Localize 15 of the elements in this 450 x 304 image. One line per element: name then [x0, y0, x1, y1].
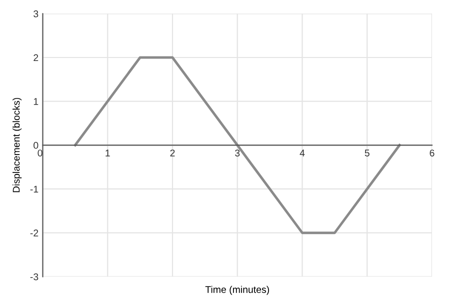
- y-tick-label: 1: [34, 98, 38, 105]
- y-tick-label: 2: [34, 54, 38, 62]
- x-axis-title: Time (minutes): [205, 286, 270, 295]
- y-tick-label: 0: [34, 142, 38, 149]
- y-tick-label: -1: [30, 186, 38, 193]
- y-tick-label: -2: [30, 230, 38, 236]
- x-tick-label: 1: [106, 150, 110, 156]
- y-axis-title: Displacement (blocks): [12, 98, 22, 192]
- x-tick-label: 3: [235, 150, 240, 156]
- x-tick-label: 5: [364, 150, 370, 156]
- x-tick-label: 2: [170, 150, 175, 156]
- x-tick-label: 6: [430, 150, 434, 156]
- x-tick-label: 4: [300, 150, 305, 156]
- y-tick-label: -3: [30, 273, 38, 280]
- y-tick-label: 3: [34, 10, 38, 18]
